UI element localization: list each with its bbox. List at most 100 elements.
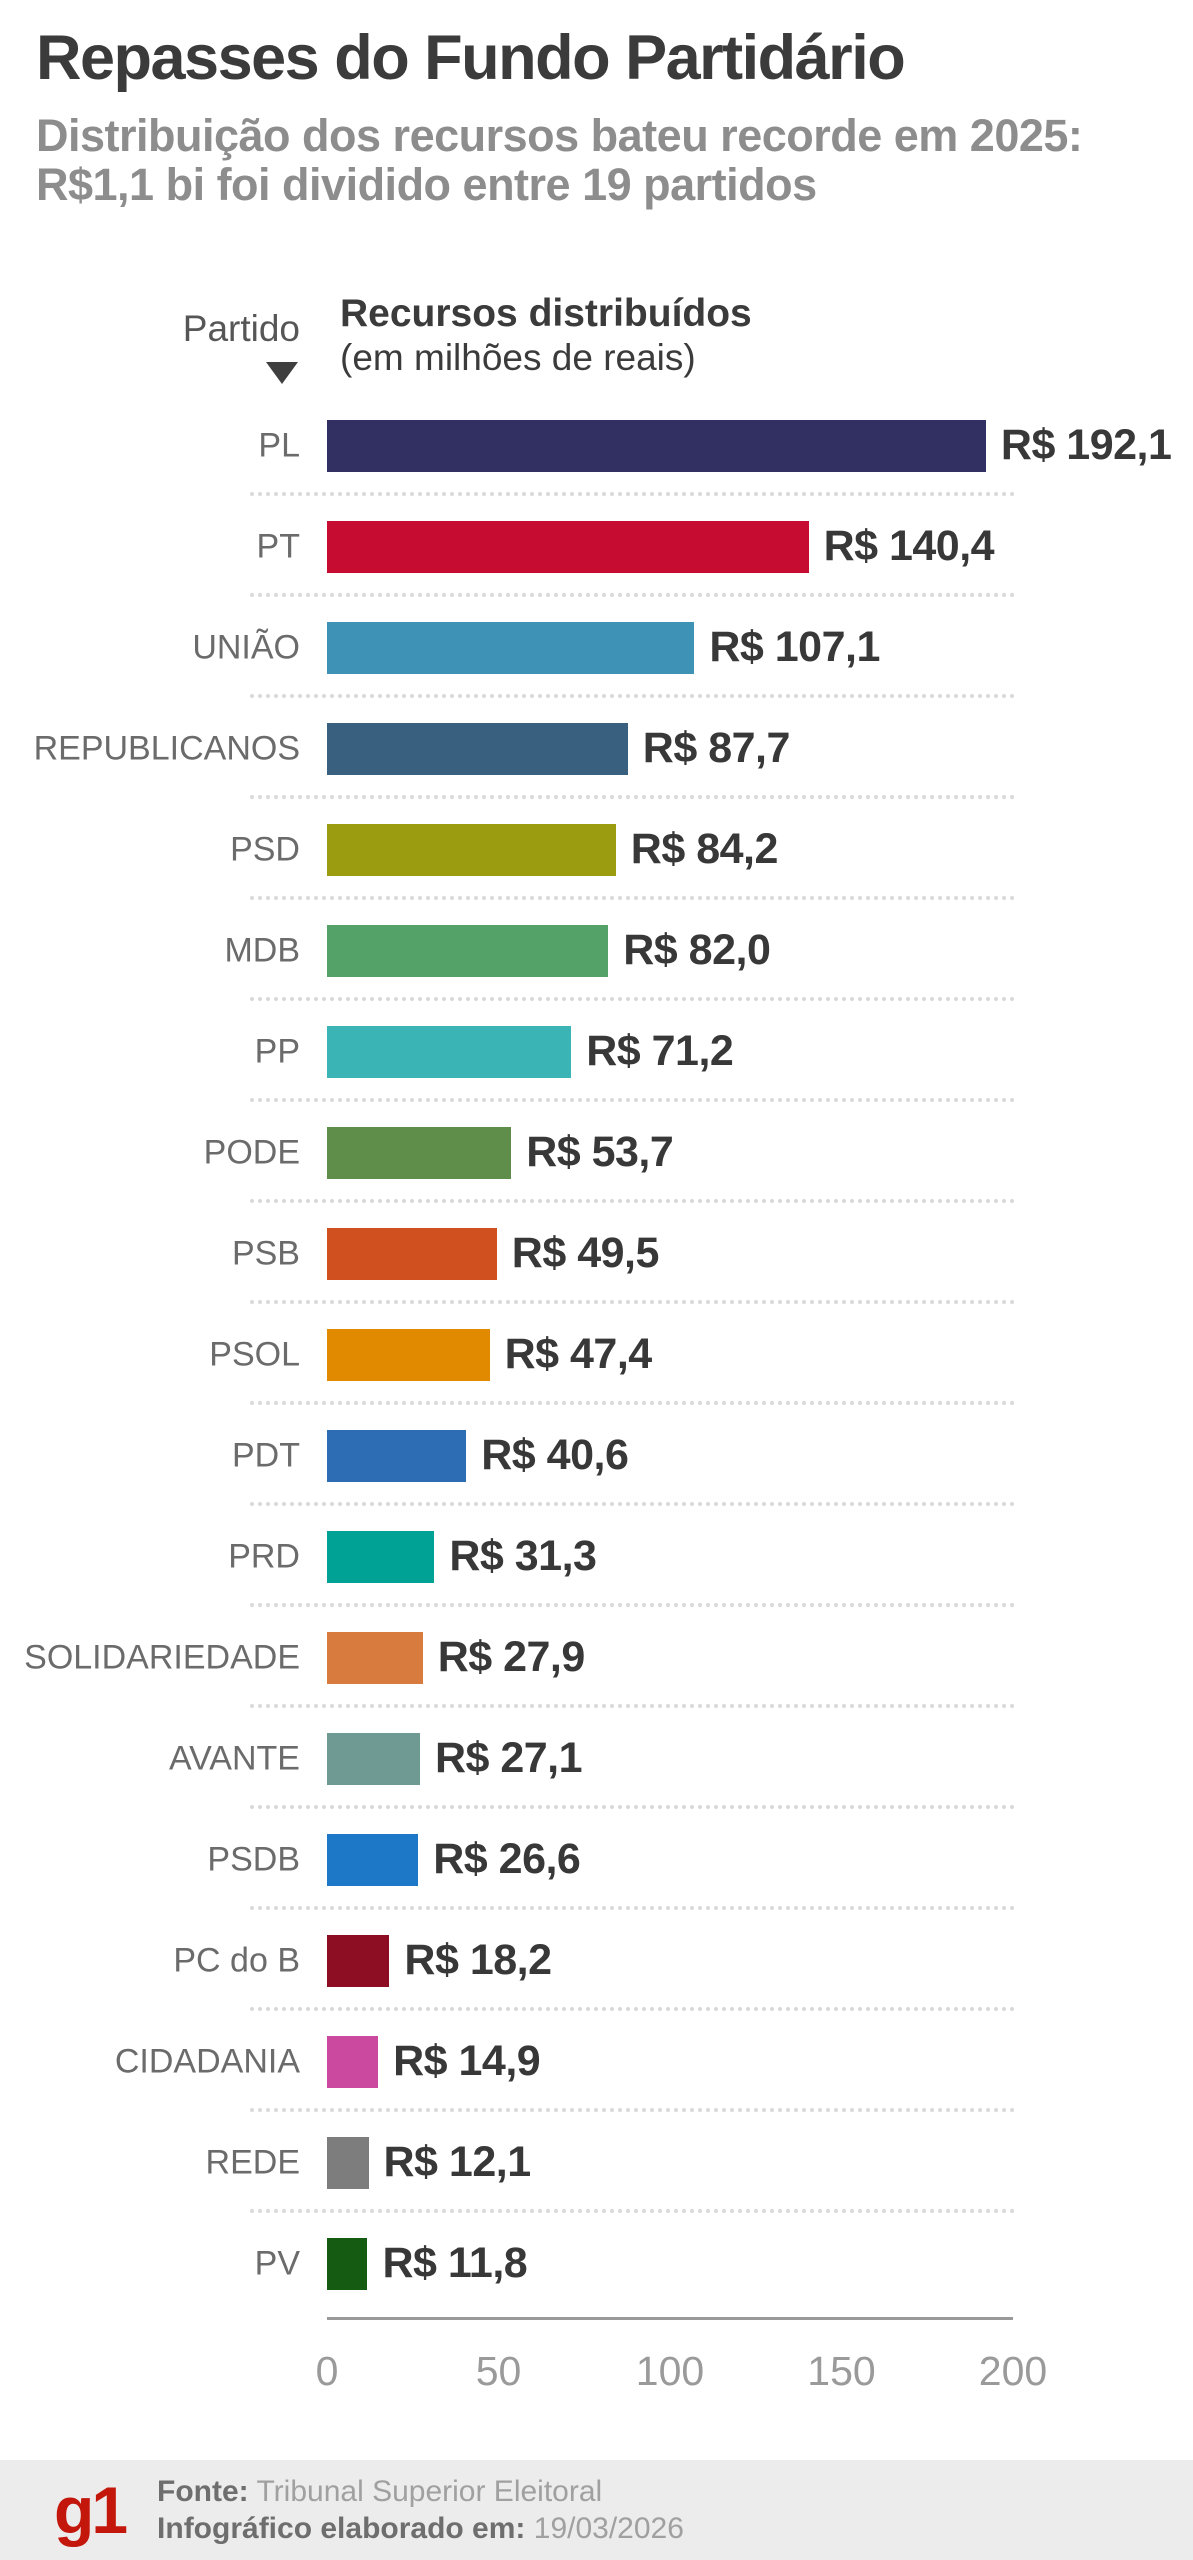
- x-axis-line: [327, 2317, 1013, 2320]
- x-axis-tick-label: 200: [978, 2348, 1048, 2394]
- bar: [327, 1025, 572, 1078]
- footer: g1 Fonte: Tribunal Superior Eleitoral In…: [0, 2460, 1193, 2560]
- bar-value-label: R$ 14,9: [393, 2037, 541, 2085]
- bar-area: R$ 84,2: [327, 823, 779, 876]
- bar: [327, 1328, 490, 1381]
- x-axis-ticks: 0 50 100 150 200: [316, 2348, 1048, 2408]
- bar-value-label: R$ 53,7: [526, 1128, 674, 1176]
- bar-value-label: R$ 84,2: [630, 825, 779, 873]
- bar-area: R$ 82,0: [327, 924, 771, 977]
- party-label: REDE: [205, 2143, 300, 2181]
- bar-area: R$ 14,9: [327, 2035, 541, 2088]
- party-label: PT: [256, 527, 300, 565]
- bar-area: R$ 140,4: [327, 520, 995, 573]
- party-label: UNIÃO: [192, 628, 300, 666]
- party-label: PL: [258, 426, 300, 464]
- date-label: Infográfico elaborado em:: [157, 2512, 526, 2545]
- x-axis-tick-label: 100: [635, 2348, 705, 2394]
- bar-row: PSOL R$ 47,4: [0, 1304, 1193, 1405]
- page-subtitle: Distribuição dos recursos bateu recorde …: [36, 110, 1083, 210]
- party-column-header: Partido: [182, 308, 300, 349]
- bar: [327, 2136, 369, 2189]
- bar-value-label: R$ 27,1: [434, 1734, 583, 1782]
- bar-area: R$ 192,1: [327, 419, 1172, 472]
- party-label: REPUBLICANOS: [33, 729, 300, 767]
- bar: [327, 823, 616, 876]
- bar: [327, 2035, 379, 2088]
- x-axis-tick-label: 0: [315, 2348, 339, 2394]
- bar-value-label: R$ 27,9: [437, 1633, 586, 1681]
- bar: [327, 419, 986, 472]
- bar-value-label: R$ 26,6: [433, 1835, 581, 1883]
- bar-row: PODE R$ 53,7: [0, 1102, 1193, 1203]
- bar-area: R$ 11,8: [327, 2237, 528, 2290]
- bar-row: PL R$ 192,1: [0, 395, 1193, 496]
- party-label: PSDB: [207, 1840, 300, 1878]
- bar-row: UNIÃO R$ 107,1: [0, 597, 1193, 698]
- bar-value-label: R$ 71,2: [586, 1027, 734, 1075]
- bar: [327, 1732, 420, 1785]
- page-title: Repasses do Fundo Partidário: [36, 23, 906, 93]
- bar: [327, 520, 809, 573]
- source-line: Fonte: Tribunal Superior Eleitoral: [157, 2473, 684, 2511]
- bar-chart: PL R$ 192,1 PT R$ 140,4 UNIÃO R$ 107,1 R…: [0, 395, 1193, 2314]
- bar: [327, 722, 628, 775]
- bar-area: R$ 12,1: [327, 2136, 531, 2189]
- bar-value-label: R$ 11,8: [382, 2239, 528, 2287]
- bar-value-label: R$ 18,2: [404, 1936, 552, 1984]
- bar-area: R$ 49,5: [327, 1227, 659, 1280]
- value-column-header: Recursos distribuídos (em milhões de rea…: [340, 292, 752, 379]
- x-axis-tick-label: 150: [807, 2348, 876, 2394]
- bar: [327, 1934, 390, 1987]
- bar-area: R$ 18,2: [327, 1934, 552, 1987]
- triangle-down-icon: [266, 362, 298, 384]
- bar: [327, 1227, 497, 1280]
- party-label: PSOL: [209, 1335, 300, 1373]
- bar-row: PV R$ 11,8: [0, 2213, 1193, 2314]
- bar-value-label: R$ 82,0: [623, 926, 771, 974]
- bar: [327, 621, 695, 674]
- party-label: PRD: [228, 1537, 300, 1575]
- bar-area: R$ 27,1: [327, 1732, 583, 1785]
- party-label: PSD: [230, 830, 300, 868]
- party-label: PC do B: [173, 1941, 300, 1979]
- party-label: SOLIDARIEDADE: [24, 1638, 300, 1676]
- bar-area: R$ 27,9: [327, 1631, 586, 1684]
- bar: [327, 2237, 368, 2290]
- footer-text: Fonte: Tribunal Superior Eleitoral Infog…: [157, 2473, 684, 2548]
- bar-row: PC do B R$ 18,2: [0, 1910, 1193, 2011]
- party-label: PDT: [232, 1436, 300, 1474]
- date-line: Infográfico elaborado em: 19/03/2026: [157, 2510, 684, 2548]
- source-value: Tribunal Superior Eleitoral: [256, 2474, 603, 2508]
- bar-value-label: R$ 87,7: [642, 724, 791, 772]
- party-label: PV: [254, 2244, 300, 2282]
- date-value: 19/03/2026: [533, 2512, 684, 2545]
- bar-area: R$ 26,6: [327, 1833, 581, 1886]
- bar-value-label: R$ 140,4: [823, 522, 995, 570]
- bar-area: R$ 31,3: [327, 1530, 597, 1583]
- bar-area: R$ 107,1: [327, 621, 880, 674]
- bar-row: CIDADANIA R$ 14,9: [0, 2011, 1193, 2112]
- party-label: CIDADANIA: [114, 2042, 300, 2080]
- bar-area: R$ 47,4: [327, 1328, 652, 1381]
- bar: [327, 1429, 467, 1482]
- bar-value-label: R$ 107,1: [709, 623, 880, 671]
- bar: [327, 1126, 512, 1179]
- bar-row: REPUBLICANOS R$ 87,7: [0, 698, 1193, 799]
- bar-area: R$ 87,7: [327, 722, 791, 775]
- bar: [327, 924, 609, 977]
- bar-row: PT R$ 140,4: [0, 496, 1193, 597]
- bar-area: R$ 53,7: [327, 1126, 674, 1179]
- bar: [327, 1631, 423, 1684]
- bar-area: R$ 40,6: [327, 1429, 629, 1482]
- value-column-header-title: Recursos distribuídos: [340, 292, 752, 335]
- bar-row: SOLIDARIEDADE R$ 27,9: [0, 1607, 1193, 1708]
- bar-row: PDT R$ 40,6: [0, 1405, 1193, 1506]
- x-axis-tick-label: 50: [475, 2348, 522, 2394]
- bar-row: MDB R$ 82,0: [0, 900, 1193, 1001]
- value-column-header-subtitle: (em milhões de reais): [340, 336, 696, 378]
- party-label: MDB: [224, 931, 300, 969]
- bar-row: PP R$ 71,2: [0, 1001, 1193, 1102]
- bar: [327, 1530, 435, 1583]
